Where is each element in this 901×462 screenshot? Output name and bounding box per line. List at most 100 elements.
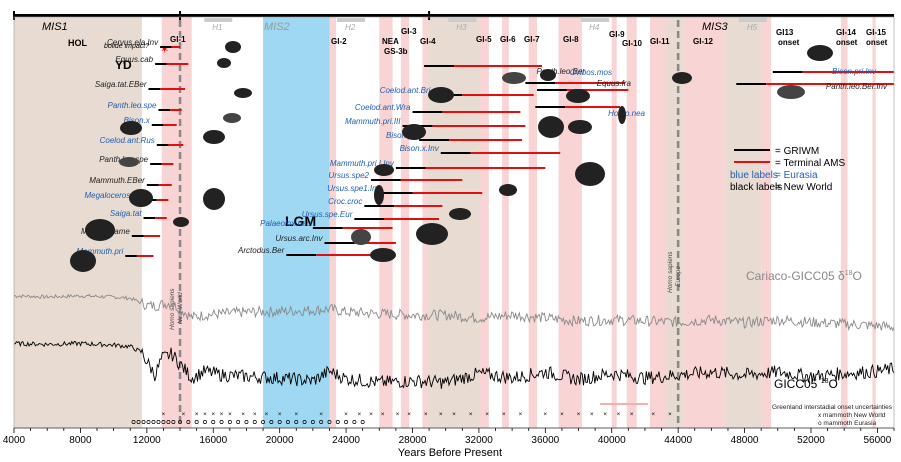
gi-label-5: GI-5 (476, 35, 492, 44)
species-label-7: Mammuth.EBer (89, 176, 145, 185)
mis-tick-2 (428, 11, 431, 20)
x-mark-31: × (616, 411, 620, 418)
species-label-1: Equus.cab (115, 55, 153, 64)
horse-silhouette-2 (672, 72, 692, 84)
period-label-lgm: LGM (285, 213, 316, 229)
x-mark-34: × (668, 411, 672, 418)
interstadial-band-14 (840, 17, 848, 428)
o-mark-25 (310, 420, 315, 424)
species-label-19: Bison.pri (386, 131, 417, 140)
bear-silhouette (499, 184, 517, 196)
species-label-4: Bison.x (124, 116, 151, 125)
bison-silhouette (120, 121, 142, 135)
species-label-21: Mammuth.pri.I.Inv (330, 159, 395, 168)
species-label-12: Panth.leo.Ber (537, 67, 586, 76)
o-mark-28 (335, 420, 340, 424)
curve-label-tail-1: O (828, 377, 837, 391)
period-label-bolide: bolide impact? (104, 43, 149, 50)
neanderthal-silhouette (618, 106, 626, 124)
species-label-26: Palaeolox.nau (260, 219, 311, 228)
curve-0 (13, 293, 895, 332)
saiga-silhouette-2 (173, 217, 189, 227)
o-mark-12 (202, 420, 207, 424)
plot-frame (13, 16, 895, 429)
o-mark-15 (227, 420, 232, 424)
bolide-star-icon: ✶ (160, 44, 169, 56)
interstadial-band-15 (872, 17, 876, 428)
mis-line (14, 14, 894, 17)
x-mark-24: × (502, 411, 506, 418)
interstadial-band-2 (379, 17, 393, 428)
x-mark-22: × (469, 411, 473, 418)
gi-label-3: GI-3 (401, 27, 417, 36)
species-label-9: Saiga.tat (110, 209, 142, 218)
megaloceros-silhouette (129, 189, 153, 207)
x-mark-25: × (519, 411, 523, 418)
gi-label-2: NEA (382, 37, 399, 46)
o-mark-29 (344, 420, 349, 424)
x-mark-19: × (424, 411, 428, 418)
gi-label-11: GI-11 (650, 37, 670, 46)
x-tick-label-56000: 56000 (863, 435, 891, 446)
interstadial-band-4 (422, 17, 428, 428)
o-mark-30 (352, 420, 357, 424)
o-mark-6 (161, 420, 166, 424)
x-mark-30: × (603, 411, 607, 418)
interstadial-band-6 (502, 17, 509, 428)
woolly-mammoth-silhouette (70, 250, 96, 272)
x-mark-8: × (253, 411, 257, 418)
x-mark-20: × (439, 411, 443, 418)
species-label-18: Mammuth.pri.III (345, 117, 401, 126)
isotope-curves (13, 293, 895, 389)
onset-o-label: o mammoth Eurasia (818, 420, 877, 427)
o-mark-22 (286, 420, 290, 424)
interstadial-band-11 (649, 17, 667, 428)
x-mark-12: × (319, 411, 323, 418)
x-tick-label-16000: 16000 (199, 435, 227, 446)
species-label-11: Mammuth.pri (77, 247, 124, 256)
x-mark-7: × (241, 411, 245, 418)
stadial-band-1 (427, 17, 479, 428)
o-mark-9 (178, 420, 182, 424)
x-mark-15: × (369, 411, 373, 418)
human-arrival-label-1: Homo sapiensEurope (667, 251, 682, 293)
x-mark-4: × (211, 411, 215, 418)
gi-label-2-b: GS-3b (384, 47, 408, 56)
stadial-band-0 (14, 17, 142, 428)
human-arrival-region-1: Europe (675, 266, 682, 287)
x-mark-26: × (543, 411, 547, 418)
legend-ams-text: = Terminal AMS (775, 158, 845, 169)
horse-silhouette (217, 58, 231, 68)
heinrich-bar-h1 (204, 18, 233, 22)
stage-labels: MIS1 MIS2 MIS3 (42, 21, 729, 33)
interstadial-band-9 (611, 17, 617, 428)
rhino-silhouette (203, 130, 225, 144)
gi-label-6: GI-6 (500, 35, 516, 44)
human-arrival-region-0: New World (177, 292, 184, 324)
o-mark-24 (302, 420, 307, 424)
gi-label-15-b: onset (866, 38, 888, 47)
x-tick-label-40000: 40000 (598, 435, 626, 446)
o-mark-1 (136, 420, 141, 424)
o-mark-10 (186, 420, 191, 424)
species-label-2: Saiga.tat.EBer (95, 80, 147, 89)
curve-label-0: Cariaco-GICC05 δ18O (746, 269, 862, 283)
gi-label-1: GI-2 (331, 37, 347, 46)
o-mark-13 (211, 420, 216, 424)
heinrich-label-h4: H4 (589, 23, 600, 32)
species-label-28: Arctodus.Ber (237, 246, 285, 255)
x-tick-label-28000: 28000 (399, 435, 427, 446)
species-label-16: Coelod.ant.Bri (380, 86, 431, 95)
stage-label-mis1: MIS1 (42, 21, 68, 33)
species-label-27: Ursus.arc.Inv (275, 234, 323, 243)
x-mark-33: × (651, 411, 655, 418)
x-axis-title: Years Before Present (398, 447, 502, 459)
x-mark-2: × (195, 411, 199, 418)
gi-label-4: GI-4 (420, 37, 436, 46)
o-mark-11 (194, 420, 199, 424)
elk-silhouette (225, 41, 241, 53)
gi-label-14-b: onset (836, 38, 858, 47)
